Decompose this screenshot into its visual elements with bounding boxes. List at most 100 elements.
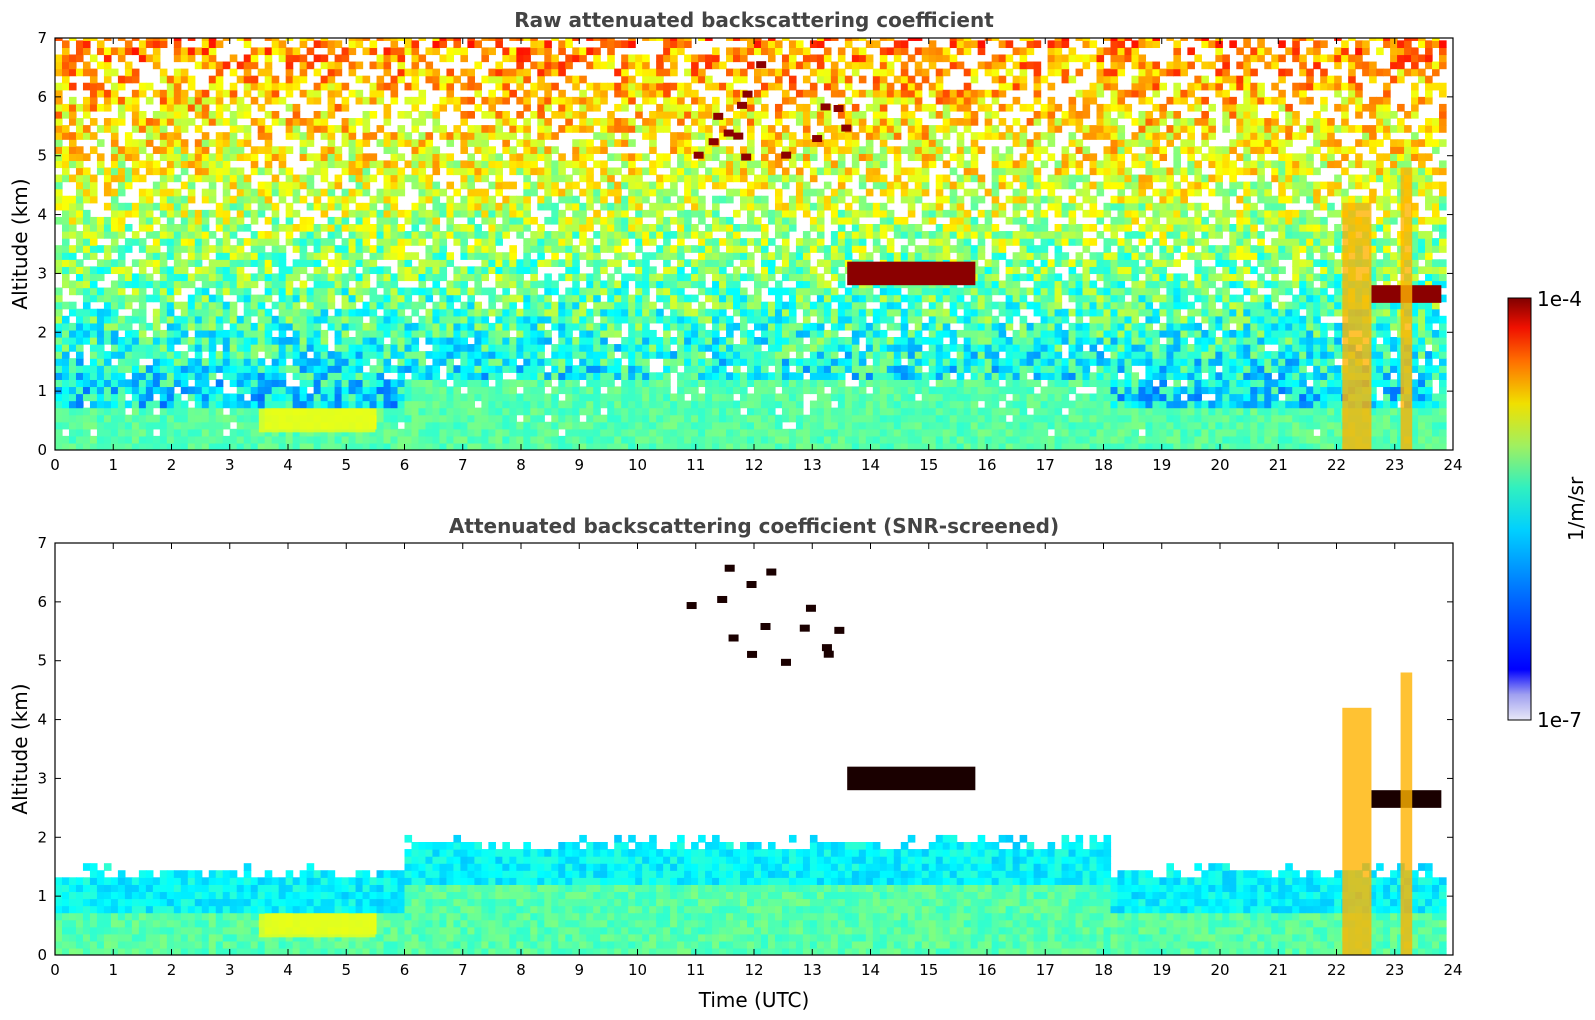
heatmap-cell bbox=[362, 118, 371, 126]
heatmap-cell bbox=[117, 322, 126, 331]
heatmap-cell bbox=[537, 139, 545, 147]
heatmap-cell bbox=[705, 75, 713, 84]
heatmap-cell bbox=[572, 351, 580, 359]
heatmap-cell bbox=[712, 245, 720, 253]
heatmap-cell bbox=[530, 308, 538, 317]
heatmap-cell bbox=[747, 118, 755, 126]
heatmap-cell bbox=[404, 428, 413, 437]
heatmap-cell bbox=[733, 223, 741, 232]
heatmap-cell bbox=[82, 223, 91, 232]
heatmap-cell bbox=[781, 132, 790, 140]
heatmap-cell bbox=[593, 358, 601, 366]
heatmap-cell bbox=[215, 132, 224, 140]
heatmap-cell bbox=[565, 308, 573, 317]
heatmap-cell bbox=[579, 89, 587, 98]
heatmap-cell bbox=[103, 266, 112, 275]
heatmap-cell bbox=[327, 231, 336, 239]
heatmap-cell bbox=[89, 322, 98, 331]
heatmap-cell bbox=[397, 336, 406, 345]
heatmap-cell bbox=[607, 38, 615, 41]
heatmap-cell bbox=[187, 181, 196, 190]
heatmap-cell bbox=[68, 280, 77, 289]
heatmap-cell bbox=[187, 238, 196, 246]
heatmap-cell bbox=[502, 266, 510, 275]
heatmap-cell bbox=[488, 202, 496, 211]
heatmap-cell bbox=[369, 365, 378, 373]
heatmap-cell bbox=[719, 365, 727, 373]
heatmap-cell bbox=[795, 386, 804, 395]
heatmap-cell bbox=[663, 414, 671, 423]
heatmap-cell bbox=[677, 223, 685, 232]
heatmap-cell bbox=[257, 365, 266, 373]
heatmap-cell bbox=[285, 181, 294, 190]
heatmap-cell bbox=[509, 407, 517, 416]
heatmap-cell bbox=[760, 400, 769, 409]
heatmap-cell bbox=[760, 125, 769, 133]
heatmap-cell bbox=[404, 442, 413, 450]
heatmap-cell bbox=[642, 351, 650, 359]
heatmap-cell bbox=[544, 181, 552, 190]
heatmap-cell bbox=[642, 167, 650, 176]
heatmap-cell bbox=[467, 38, 475, 41]
heatmap-cell bbox=[299, 75, 308, 84]
heatmap-cell bbox=[614, 400, 622, 409]
heatmap-cell bbox=[362, 125, 371, 133]
heatmap-cell bbox=[579, 252, 587, 260]
heatmap-cell bbox=[432, 351, 441, 359]
heatmap-cell bbox=[159, 167, 168, 176]
heatmap-cell bbox=[124, 103, 133, 112]
heatmap-cell bbox=[509, 167, 517, 176]
heatmap-cell bbox=[663, 336, 671, 345]
heatmap-cell bbox=[544, 89, 552, 98]
heatmap-cell bbox=[649, 351, 657, 359]
heatmap-cell bbox=[110, 174, 119, 183]
heatmap-cell bbox=[82, 301, 91, 310]
heatmap-cell bbox=[152, 308, 161, 317]
heatmap-cell bbox=[103, 393, 112, 402]
heatmap-cell bbox=[187, 315, 196, 324]
heatmap-cell bbox=[103, 68, 112, 77]
heatmap-cell bbox=[68, 372, 77, 380]
heatmap-cell bbox=[131, 442, 140, 450]
heatmap-cell bbox=[809, 301, 818, 310]
heatmap-cell bbox=[795, 195, 804, 204]
heatmap-cell bbox=[327, 435, 336, 444]
heatmap-cell bbox=[593, 400, 601, 409]
heatmap-cell bbox=[586, 82, 594, 91]
heatmap-cell bbox=[754, 336, 762, 345]
heatmap-cell bbox=[334, 379, 343, 388]
heatmap-cell bbox=[243, 421, 252, 430]
heatmap-cell bbox=[229, 428, 238, 437]
heatmap-cell bbox=[222, 400, 231, 409]
heatmap-cell bbox=[327, 372, 336, 380]
heatmap-cell bbox=[774, 132, 783, 140]
heatmap-cell bbox=[89, 195, 98, 204]
heatmap-cell bbox=[313, 125, 322, 133]
heatmap-cell bbox=[166, 202, 175, 211]
heatmap-cell bbox=[96, 231, 105, 239]
heatmap-cell bbox=[809, 287, 818, 296]
heatmap-cell bbox=[698, 132, 706, 140]
heatmap-cell bbox=[635, 435, 643, 444]
heatmap-cell bbox=[173, 266, 182, 275]
heatmap-cell bbox=[257, 273, 266, 282]
heatmap-cell bbox=[439, 379, 448, 388]
heatmap-cell bbox=[809, 96, 818, 105]
heatmap-cell bbox=[362, 308, 371, 317]
heatmap-cell bbox=[635, 266, 643, 275]
heatmap-cell bbox=[754, 216, 762, 225]
heatmap-cell bbox=[754, 358, 762, 366]
heatmap-cell bbox=[621, 336, 629, 345]
heatmap-cell bbox=[802, 231, 811, 239]
heatmap-cell bbox=[222, 266, 231, 275]
heatmap-cell bbox=[96, 294, 105, 303]
heatmap-cell bbox=[712, 195, 720, 204]
heatmap-cell bbox=[411, 407, 420, 416]
heatmap-cell bbox=[201, 344, 210, 352]
heatmap-cell bbox=[460, 329, 469, 338]
heatmap-cell bbox=[110, 428, 119, 437]
heatmap-cell bbox=[788, 132, 797, 140]
heatmap-cell bbox=[131, 202, 140, 211]
heatmap-cell bbox=[348, 139, 357, 147]
heatmap-cell bbox=[614, 252, 622, 260]
